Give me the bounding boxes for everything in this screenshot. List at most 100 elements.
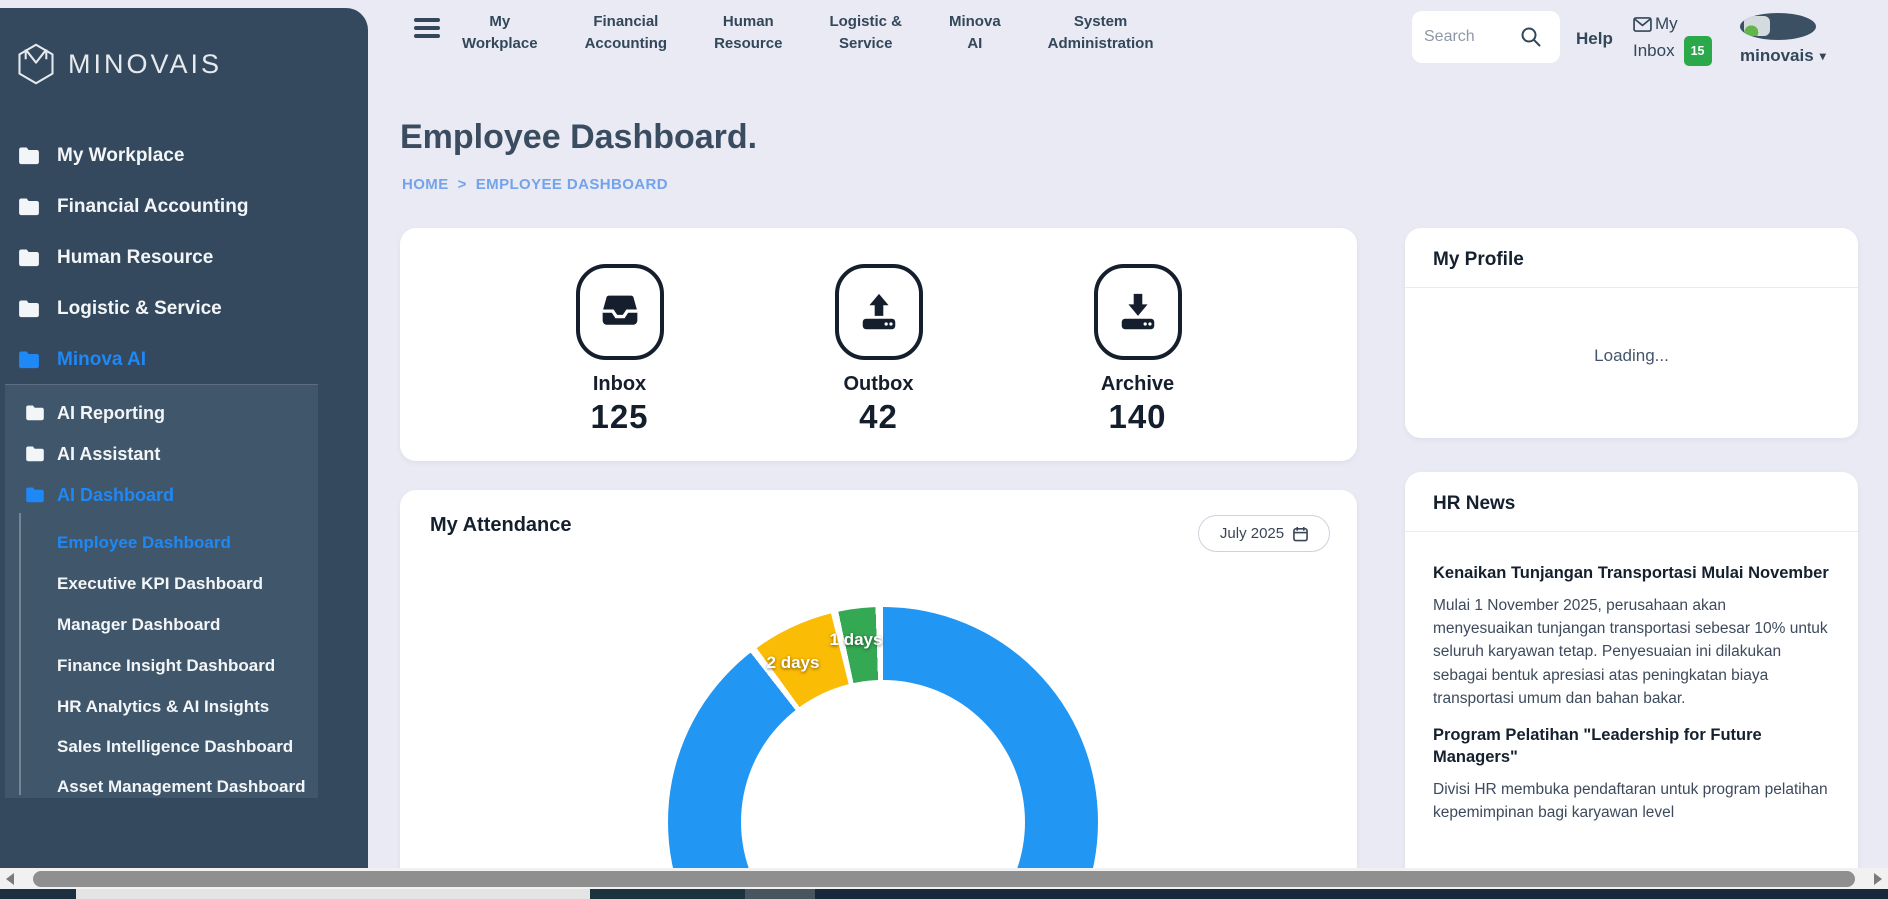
- nav-label: Service: [829, 33, 902, 55]
- dashboard-item-finance-insight[interactable]: Finance Insight Dashboard: [57, 654, 275, 678]
- scroll-right-arrow[interactable]: [1868, 868, 1888, 889]
- folder-icon: [18, 351, 40, 369]
- donut-label-green: 1 days: [830, 630, 883, 650]
- inbox-icon: [597, 291, 643, 333]
- sidebar-item-label: Minova AI: [57, 349, 146, 371]
- period-selector-button[interactable]: July 2025: [1198, 515, 1330, 552]
- search-input[interactable]: [1424, 28, 1520, 46]
- brand-name: MINOVAIS: [68, 49, 222, 80]
- stat-outbox[interactable]: Outbox 42: [774, 264, 984, 461]
- breadcrumb-current[interactable]: EMPLOYEE DASHBOARD: [476, 176, 668, 193]
- stat-value: 125: [590, 398, 648, 436]
- user-name: minovais: [1740, 46, 1814, 66]
- dashboard-item-label: Asset Management Dashboard: [57, 777, 305, 797]
- dashboard-item-label: Executive KPI Dashboard: [57, 574, 263, 594]
- dashboard-item-label: Finance Insight Dashboard: [57, 656, 275, 676]
- hr-news-title: HR News: [1405, 472, 1858, 532]
- bottom-edge-strip: [0, 889, 1888, 899]
- avatar: [1740, 13, 1816, 40]
- donut-label-yellow: 2 days: [767, 653, 820, 673]
- nav-label: Workplace: [462, 33, 538, 55]
- sidebar-item-minova-ai[interactable]: Minova AI: [18, 347, 146, 373]
- sidebar-item-human-resource[interactable]: Human Resource: [18, 245, 213, 271]
- stat-value: 42: [859, 398, 898, 436]
- sidebar-item-logistic-service[interactable]: Logistic & Service: [18, 296, 222, 322]
- minova-ai-submenu: AI Reporting AI Assistant AI Dashboard E…: [5, 384, 318, 798]
- news-item-title: Program Pelatihan "Leadership for Future…: [1433, 725, 1830, 769]
- stat-inbox[interactable]: Inbox 125: [515, 264, 725, 461]
- user-menu[interactable]: minovais ▾: [1740, 13, 1826, 66]
- dashboard-item-label: HR Analytics & AI Insights: [57, 697, 269, 717]
- attendance-card: My Attendance July 2025 2 days 1 days: [400, 490, 1357, 899]
- sidebar-item-label: My Workplace: [57, 145, 184, 167]
- scrollbar-thumb[interactable]: [33, 871, 1855, 887]
- breadcrumb-separator: >: [458, 176, 467, 193]
- folder-icon: [18, 147, 40, 165]
- submenu-item-ai-assistant[interactable]: AI Assistant: [25, 441, 160, 467]
- dashboard-item-asset-management[interactable]: Asset Management Dashboard: [57, 775, 305, 799]
- sidebar-item-my-workplace[interactable]: My Workplace: [18, 143, 184, 169]
- nav-item-my-workplace[interactable]: MyWorkplace: [462, 11, 538, 55]
- dashboard-item-manager[interactable]: Manager Dashboard: [57, 613, 220, 637]
- nav-label: Minova: [949, 11, 1001, 33]
- breadcrumb: HOME > EMPLOYEE DASHBOARD: [402, 176, 668, 193]
- outbox-icon: [856, 290, 902, 334]
- folder-icon: [18, 249, 40, 267]
- avatar-image-fragment: [1744, 16, 1770, 36]
- outbox-iconbox: [835, 264, 923, 360]
- submenu-item-ai-reporting[interactable]: AI Reporting: [25, 400, 165, 426]
- cube-logo-icon: [14, 42, 58, 86]
- sidebar-item-label: Logistic & Service: [57, 298, 222, 320]
- menu-toggle-icon[interactable]: [414, 18, 440, 42]
- help-link[interactable]: Help: [1576, 29, 1613, 49]
- nav-item-minova-ai[interactable]: MinovaAI: [949, 11, 1001, 55]
- nav-label: AI: [949, 33, 1001, 55]
- folder-icon: [18, 300, 40, 318]
- search-icon[interactable]: [1520, 26, 1542, 48]
- nav-item-human-resource[interactable]: HumanResource: [714, 11, 782, 55]
- profile-card-title: My Profile: [1405, 228, 1858, 288]
- nav-label: Accounting: [585, 33, 668, 55]
- nav-item-logistic-service[interactable]: Logistic &Service: [829, 11, 902, 55]
- submenu-item-label: AI Dashboard: [57, 485, 174, 506]
- my-inbox-link[interactable]: My Inbox 15: [1633, 12, 1712, 66]
- nav-item-system-administration[interactable]: SystemAdministration: [1048, 11, 1154, 55]
- chevron-down-icon: ▾: [1820, 49, 1826, 63]
- submenu-item-label: AI Assistant: [57, 444, 160, 465]
- stat-label: Inbox: [593, 373, 646, 396]
- envelope-icon: [1633, 17, 1652, 32]
- dashboard-item-employee[interactable]: Employee Dashboard: [57, 531, 231, 555]
- dashboard-item-label: Manager Dashboard: [57, 615, 220, 635]
- dashboard-item-executive-kpi[interactable]: Executive KPI Dashboard: [57, 572, 263, 596]
- nav-item-financial-accounting[interactable]: FinancialAccounting: [585, 11, 668, 55]
- top-navigation: MyWorkplace FinancialAccounting HumanRes…: [462, 11, 1154, 55]
- news-item-title: Kenaikan Tunjangan Transportasi Mulai No…: [1433, 563, 1830, 585]
- submenu-item-label: AI Reporting: [57, 403, 165, 424]
- sidebar-item-label: Financial Accounting: [57, 196, 248, 218]
- breadcrumb-home[interactable]: HOME: [402, 176, 449, 193]
- stat-label: Outbox: [844, 373, 914, 396]
- stat-value: 140: [1108, 398, 1166, 436]
- submenu-item-ai-dashboard[interactable]: AI Dashboard: [25, 482, 174, 508]
- hr-news-card: HR News Kenaikan Tunjangan Transportasi …: [1405, 472, 1858, 899]
- brand-logo[interactable]: MINOVAIS: [14, 42, 222, 86]
- calendar-icon: [1293, 526, 1308, 542]
- mail-stats-card: Inbox 125 Outbox 42 Archive 140: [400, 228, 1357, 461]
- dashboard-item-sales-intelligence[interactable]: Sales Intelligence Dashboard: [57, 735, 293, 759]
- sidebar-item-financial-accounting[interactable]: Financial Accounting: [18, 194, 248, 220]
- inbox-label-line1: My: [1655, 12, 1678, 36]
- dashboard-item-label: Employee Dashboard: [57, 533, 231, 553]
- my-profile-card: My Profile Loading...: [1405, 228, 1858, 438]
- inbox-label-line2: Inbox: [1633, 39, 1675, 63]
- inbox-count-badge: 15: [1684, 36, 1712, 66]
- news-item-body: Divisi HR membuka pendaftaran untuk prog…: [1433, 778, 1830, 825]
- nav-label: Financial: [585, 11, 668, 33]
- sidebar-item-label: Human Resource: [57, 247, 213, 269]
- attendance-title: My Attendance: [430, 514, 572, 537]
- horizontal-scrollbar: [0, 868, 1888, 889]
- scroll-left-arrow[interactable]: [0, 868, 20, 889]
- folder-icon: [25, 487, 45, 503]
- stat-label: Archive: [1101, 373, 1174, 396]
- dashboard-item-hr-analytics[interactable]: HR Analytics & AI Insights: [57, 695, 269, 719]
- stat-archive[interactable]: Archive 140: [1033, 264, 1243, 461]
